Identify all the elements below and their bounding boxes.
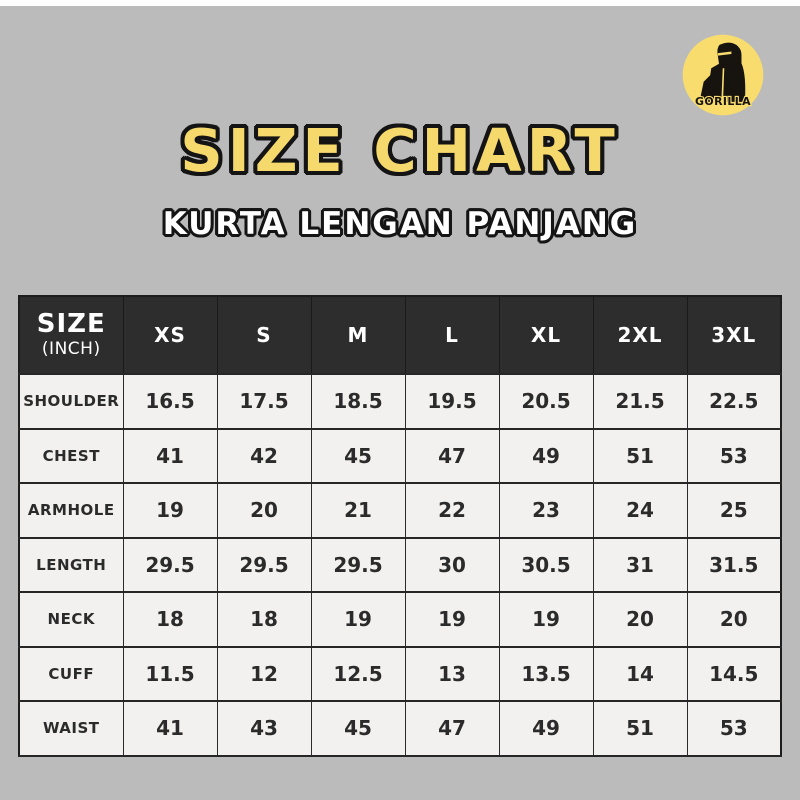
size-value: 21.5 <box>592 373 688 430</box>
size-value: 29.5 <box>216 536 312 593</box>
size-value: 41 <box>122 700 218 757</box>
size-value: 47 <box>404 427 500 484</box>
size-value: 19.5 <box>404 373 500 430</box>
size-value: 21 <box>310 482 406 539</box>
size-value: 53 <box>686 427 782 484</box>
size-value: 18.5 <box>310 373 406 430</box>
size-value: 45 <box>310 427 406 484</box>
row-label: CUFF <box>18 645 124 702</box>
table-row-waist: WAIST 41 43 45 47 49 51 53 <box>18 700 782 757</box>
size-value: 22 <box>404 482 500 539</box>
size-chart-container: SIZE (INCH) XS S M L XL 2XL 3XL SHOULDER 16.5 17… <box>18 295 782 757</box>
size-value: 20 <box>592 591 688 648</box>
size-value: 23 <box>498 482 594 539</box>
column-header-l: L <box>404 295 500 375</box>
size-value: 41 <box>122 427 218 484</box>
size-value: 18 <box>216 591 312 648</box>
row-label: ARMHOLE <box>18 482 124 539</box>
size-value: 29.5 <box>122 536 218 593</box>
row-label: SHOULDER <box>18 373 124 430</box>
corner-header-cell: SIZE (INCH) <box>18 295 124 375</box>
size-value: 29.5 <box>310 536 406 593</box>
header-row: SIZE (INCH) XS S M L XL 2XL 3XL <box>18 295 782 375</box>
size-value: 31.5 <box>686 536 782 593</box>
table-row-shoulder: SHOULDER 16.5 17.5 18.5 19.5 20.5 21.5 22.5 <box>18 373 782 430</box>
column-header-3xl: 3XL <box>686 295 782 375</box>
size-table-body: SHOULDER 16.5 17.5 18.5 19.5 20.5 21.5 22.5 CHES… <box>18 373 782 757</box>
brand-logo: GORILLA <box>681 33 765 117</box>
column-header-m: M <box>310 295 406 375</box>
size-value: 20 <box>686 591 782 648</box>
size-value: 49 <box>498 427 594 484</box>
size-value: 31 <box>592 536 688 593</box>
row-label: LENGTH <box>18 536 124 593</box>
size-value: 25 <box>686 482 782 539</box>
size-value: 30.5 <box>498 536 594 593</box>
table-row-neck: NECK 18 18 19 19 19 20 20 <box>18 591 782 648</box>
size-value: 14 <box>592 645 688 702</box>
size-value: 19 <box>498 591 594 648</box>
size-value: 51 <box>592 700 688 757</box>
row-label: CHEST <box>18 427 124 484</box>
size-value: 30 <box>404 536 500 593</box>
size-value: 19 <box>404 591 500 648</box>
size-value: 22.5 <box>686 373 782 430</box>
row-label: NECK <box>18 591 124 648</box>
size-value: 13.5 <box>498 645 594 702</box>
size-value: 43 <box>216 700 312 757</box>
size-value: 53 <box>686 700 782 757</box>
size-value: 19 <box>310 591 406 648</box>
corner-unit: (INCH) <box>41 339 101 359</box>
size-value: 14.5 <box>686 645 782 702</box>
size-value: 16.5 <box>122 373 218 430</box>
size-table-header: SIZE (INCH) XS S M L XL 2XL 3XL <box>18 295 782 375</box>
column-header-2xl: 2XL <box>592 295 688 375</box>
page-title: SIZE CHART <box>180 116 620 185</box>
size-value: 18 <box>122 591 218 648</box>
gorilla-icon: GORILLA <box>682 34 764 116</box>
size-value: 20.5 <box>498 373 594 430</box>
size-value: 47 <box>404 700 500 757</box>
size-value: 45 <box>310 700 406 757</box>
row-label: WAIST <box>18 700 124 757</box>
size-value: 11.5 <box>122 645 218 702</box>
size-value: 13 <box>404 645 500 702</box>
size-value: 17.5 <box>216 373 312 430</box>
size-value: 20 <box>216 482 312 539</box>
size-value: 19 <box>122 482 218 539</box>
size-value: 42 <box>216 427 312 484</box>
column-header-xl: XL <box>498 295 594 375</box>
size-value: 24 <box>592 482 688 539</box>
corner-title: SIZE <box>36 309 106 339</box>
size-value: 12 <box>216 645 312 702</box>
column-header-xs: XS <box>122 295 218 375</box>
logo-text: GORILLA <box>695 95 751 108</box>
size-value: 12.5 <box>310 645 406 702</box>
column-header-s: S <box>216 295 312 375</box>
page-subtitle: KURTA LENGAN PANJANG <box>162 206 638 242</box>
size-value: 49 <box>498 700 594 757</box>
table-row-chest: CHEST 41 42 45 47 49 51 53 <box>18 427 782 484</box>
table-row-cuff: CUFF 11.5 12 12.5 13 13.5 14 14.5 <box>18 645 782 702</box>
table-row-armhole: ARMHOLE 19 20 21 22 23 24 25 <box>18 482 782 539</box>
table-row-length: LENGTH 29.5 29.5 29.5 30 30.5 31 31.5 <box>18 536 782 593</box>
size-value: 51 <box>592 427 688 484</box>
size-table: SIZE (INCH) XS S M L XL 2XL 3XL SHOULDER 16.5 17… <box>18 295 782 757</box>
